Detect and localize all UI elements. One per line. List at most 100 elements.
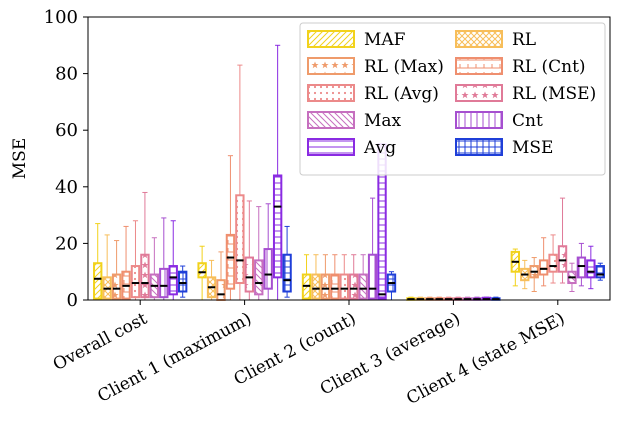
box-body xyxy=(330,273,340,300)
y-axis-label: MSE xyxy=(10,138,30,179)
box-cnt xyxy=(576,242,587,287)
box-max xyxy=(149,237,160,301)
box-body xyxy=(93,262,103,300)
box-body xyxy=(339,273,349,300)
legend-item: MAF xyxy=(307,30,406,50)
legend-label: Max xyxy=(364,111,402,131)
box-cnt xyxy=(159,217,169,301)
box-max xyxy=(567,262,577,293)
box-rl-max- xyxy=(320,254,331,301)
box-body xyxy=(197,262,207,279)
box-body xyxy=(557,245,568,273)
box-body xyxy=(159,267,169,299)
legend-item: RL xyxy=(455,30,536,50)
box-rl xyxy=(311,254,321,301)
legend-label: MSE xyxy=(512,138,553,158)
legend-label: RL xyxy=(512,30,536,50)
box-rl xyxy=(520,259,530,290)
legend-label: Cnt xyxy=(512,111,543,131)
box-maf xyxy=(93,223,103,301)
box-rl-avg- xyxy=(130,220,141,301)
box-body xyxy=(538,259,549,276)
box-body xyxy=(130,265,141,299)
box-body xyxy=(272,174,283,279)
box-body xyxy=(254,259,264,296)
legend-item: Max xyxy=(307,111,402,131)
box-body xyxy=(367,253,378,300)
box-body xyxy=(263,248,273,290)
box-body xyxy=(595,265,605,279)
legend-item: MSE xyxy=(455,138,553,158)
box-body xyxy=(140,253,150,299)
box-rl-cnt- xyxy=(121,225,131,301)
y-tick-label: 80 xyxy=(55,64,78,85)
legend-label: RL (MSE) xyxy=(512,84,596,104)
box-rl-mse- xyxy=(557,197,568,284)
box-rl-avg- xyxy=(339,254,349,301)
legend-frame xyxy=(299,22,606,176)
box-avg xyxy=(586,245,596,290)
box-body xyxy=(216,279,226,302)
legend-item: RL (MSE) xyxy=(455,84,596,104)
box-rl-avg- xyxy=(548,234,558,284)
legend-label: RL (Cnt) xyxy=(512,57,586,77)
box-body xyxy=(311,273,321,300)
box-rl-mse- xyxy=(349,254,359,301)
box-rl-max- xyxy=(529,257,539,293)
legend-label: MAF xyxy=(364,30,406,50)
box-cnt xyxy=(263,203,273,301)
x-tick-label: Overall cost xyxy=(50,309,151,375)
box-avg xyxy=(272,44,283,301)
box-body xyxy=(244,256,255,293)
box-avg xyxy=(168,220,178,301)
box-body xyxy=(320,273,331,300)
box-rl-mse- xyxy=(244,200,255,301)
box-rl-avg- xyxy=(235,64,245,301)
legend-swatch xyxy=(307,138,355,156)
legend: MAF RL RL (Max) RL (Cnt) RL (Avg) RL (MSE) Max… xyxy=(299,22,606,176)
box-body xyxy=(235,194,245,285)
box-rl-mse- xyxy=(140,191,150,301)
legend-swatch xyxy=(455,111,503,129)
legend-swatch xyxy=(307,30,355,48)
legend-swatch xyxy=(307,84,355,102)
y-tick-label: 60 xyxy=(55,120,78,141)
box-maf xyxy=(197,245,207,301)
box-cnt xyxy=(367,197,378,301)
legend-item: RL (Avg) xyxy=(307,84,439,104)
legend-swatch xyxy=(455,57,503,75)
box-body xyxy=(548,253,558,273)
box-body xyxy=(586,259,596,279)
box-mse xyxy=(386,271,397,301)
box-body xyxy=(282,253,292,293)
legend-swatch xyxy=(307,57,355,75)
box-mse xyxy=(595,262,605,281)
box-rl-max- xyxy=(216,251,226,302)
legend-item: Cnt xyxy=(455,111,543,131)
box-rl-max- xyxy=(111,240,122,301)
box-body xyxy=(225,233,236,290)
box-rl xyxy=(206,259,217,301)
legend-item: RL (Cnt) xyxy=(455,57,586,77)
box-max xyxy=(358,254,368,301)
legend-label: RL (Max) xyxy=(364,57,444,77)
box-mse xyxy=(177,265,188,298)
legend-label: RL (Avg) xyxy=(364,84,439,104)
box-body xyxy=(177,270,188,293)
box-body xyxy=(358,273,368,300)
box-body xyxy=(576,256,587,279)
box-rl xyxy=(102,234,112,301)
legend-label: Avg xyxy=(363,138,396,158)
box-rl-cnt- xyxy=(538,237,549,287)
box-max xyxy=(254,206,264,301)
box-rl-cnt- xyxy=(225,155,236,301)
legend-swatch xyxy=(307,111,355,129)
legend-swatch xyxy=(455,84,503,102)
box-body xyxy=(349,273,359,300)
plot-area xyxy=(93,44,605,302)
legend-swatch xyxy=(455,138,503,156)
box-body xyxy=(111,273,122,300)
box-rl-cnt- xyxy=(330,254,340,301)
legend-swatch xyxy=(455,30,503,48)
